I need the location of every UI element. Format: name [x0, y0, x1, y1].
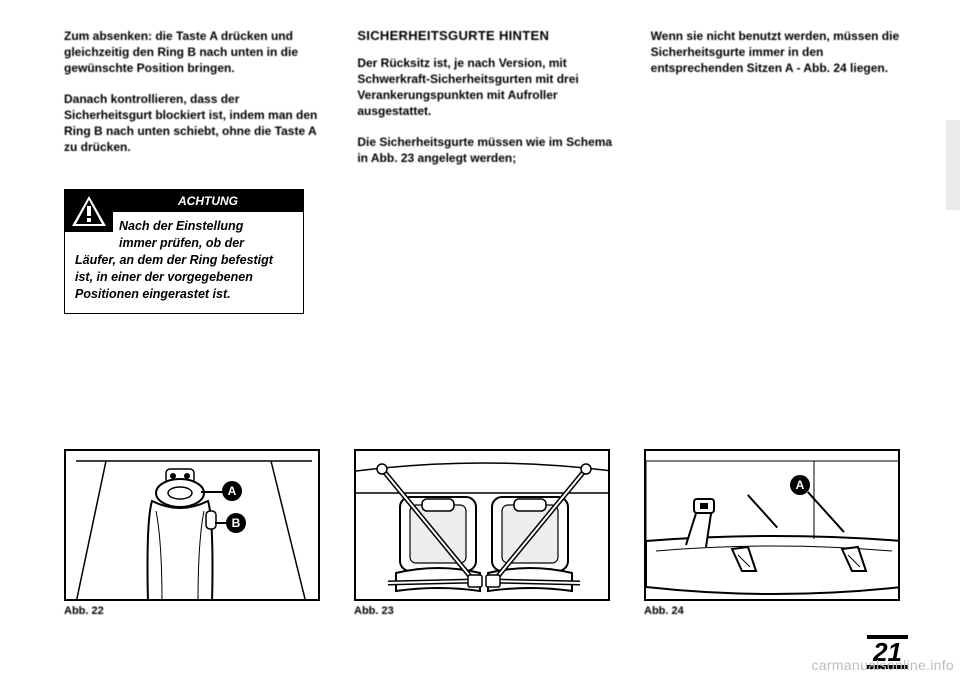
- figure-23-frame: [354, 449, 610, 601]
- column-3: Wenn sie nicht benutzt werden, müssen di…: [651, 28, 910, 314]
- col1-para-1: Zum absenken: die Taste A drücken und gl…: [64, 28, 323, 77]
- achtung-line2: immer prüfen, ob der: [75, 235, 293, 252]
- marker-a-fig24: A: [790, 475, 810, 495]
- achtung-rest: Läufer, an dem der Ring befestigt ist, i…: [75, 253, 273, 301]
- figure-24: A Abb. 24: [644, 449, 900, 617]
- figure-22-caption: Abb. 22: [64, 605, 320, 617]
- marker-a-line: [201, 491, 223, 493]
- col3-para-1: Wenn sie nicht benutzt werden, müssen di…: [651, 28, 910, 77]
- figures-row: A B Abb. 22: [64, 449, 900, 617]
- achtung-header: ACHTUNG: [65, 190, 303, 212]
- marker-a: A: [222, 481, 242, 501]
- column-2: SICHERHEITSGURTE HINTEN Der Rücksitz ist…: [357, 28, 616, 314]
- col2-para-1: Der Rücksitz ist, je nach Version, mit S…: [357, 55, 616, 120]
- watermark: carmanualsonline.info: [812, 657, 955, 673]
- figure-24-frame: A: [644, 449, 900, 601]
- figure-22: A B Abb. 22: [64, 449, 320, 617]
- page-columns: Zum absenken: die Taste A drücken und gl…: [0, 0, 960, 314]
- col1-para-2: Danach kontrollieren, dass der Sicherhei…: [64, 91, 323, 156]
- column-1: Zum absenken: die Taste A drücken und gl…: [64, 28, 323, 314]
- achtung-box: ACHTUNG Nach der Einstellung immer prüfe…: [64, 189, 304, 313]
- col2-heading: SICHERHEITSGURTE HINTEN: [357, 28, 616, 45]
- figure-22-frame: A B: [64, 449, 320, 601]
- figure-23-caption: Abb. 23: [354, 605, 610, 617]
- figure-24-caption: Abb. 24: [644, 605, 900, 617]
- figure-23: Abb. 23: [354, 449, 610, 617]
- warning-icon: [65, 190, 113, 232]
- side-tab: [946, 120, 960, 210]
- marker-b: B: [226, 513, 246, 533]
- col2-para-2: Die Sicherheitsgurte müssen wie im Schem…: [357, 134, 616, 166]
